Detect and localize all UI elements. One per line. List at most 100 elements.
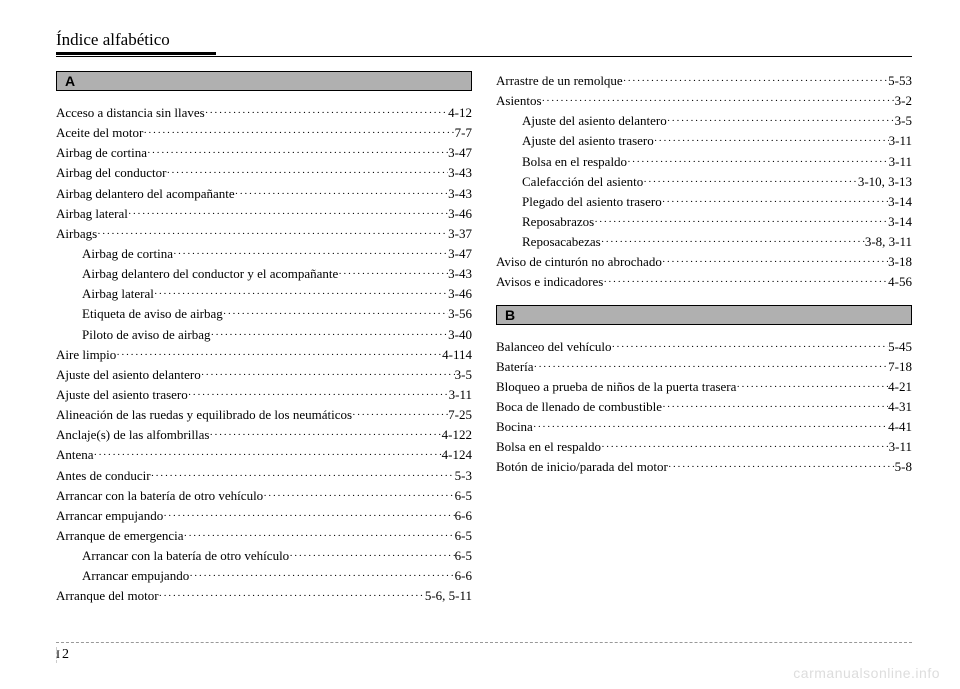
index-entry: Etiqueta de aviso de airbag ············… xyxy=(56,304,472,324)
entry-page: 3-43 xyxy=(448,184,472,204)
entry-leaders: ········································… xyxy=(166,165,448,182)
index-entry: Airbag delantero del conductor y el acom… xyxy=(56,264,472,284)
entry-leaders: ········································… xyxy=(542,93,895,110)
entry-page: 4-21 xyxy=(888,377,912,397)
entry-label: Airbag de cortina xyxy=(82,244,173,264)
entry-label: Bocina xyxy=(496,417,533,437)
index-entry: Antes de conducir ······················… xyxy=(56,466,472,486)
entry-label: Bolsa en el respaldo xyxy=(522,152,627,172)
index-entry: Airbag de cortina ······················… xyxy=(56,143,472,163)
entry-page: 3-18 xyxy=(888,252,912,272)
entry-leaders: ········································… xyxy=(662,399,888,416)
entry-page: 3-47 xyxy=(448,143,472,163)
entry-leaders: ········································… xyxy=(97,226,448,243)
entry-leaders: ········································… xyxy=(662,254,888,271)
index-entry: Anclaje(s) de las alfombrillas ·········… xyxy=(56,425,472,445)
entry-label: Boca de llenado de combustible xyxy=(496,397,662,417)
entry-page: 6-5 xyxy=(455,546,472,566)
entry-leaders: ········································… xyxy=(205,105,448,122)
entry-label: Balanceo del vehículo xyxy=(496,337,612,357)
entry-label: Asientos xyxy=(496,91,542,111)
index-entry: Arrancar con la batería de otro vehículo… xyxy=(56,486,472,506)
entry-label: Airbag del conductor xyxy=(56,163,166,183)
entry-page: 3-11 xyxy=(889,131,912,151)
entry-label: Antes de conducir xyxy=(56,466,151,486)
entry-page: 7-25 xyxy=(448,405,472,425)
index-entry: Calefacción del asiento ················… xyxy=(496,172,912,192)
title-underline xyxy=(56,52,216,55)
entry-page: 5-3 xyxy=(455,466,472,486)
index-entry: Reposacabezas ··························… xyxy=(496,232,912,252)
entry-label: Antena xyxy=(56,445,94,465)
entry-leaders: ········································… xyxy=(151,468,455,485)
page-number: 2 xyxy=(62,647,69,663)
entry-leaders: ········································… xyxy=(163,508,454,525)
entry-label: Airbags xyxy=(56,224,97,244)
entry-page: 4-41 xyxy=(888,417,912,437)
entry-leaders: ········································… xyxy=(612,339,889,356)
entry-page: 4-12 xyxy=(448,103,472,123)
index-entry: Aceite del motor ·······················… xyxy=(56,123,472,143)
entry-leaders: ········································… xyxy=(189,568,454,585)
index-entry: Reposabrazos ···························… xyxy=(496,212,912,232)
entry-label: Arrancar empujando xyxy=(82,566,189,586)
left-column: AAcceso a distancia sin llaves ·········… xyxy=(56,71,472,607)
index-entry: Alineación de las ruedas y equilibrado d… xyxy=(56,405,472,425)
index-entry: Bloqueo a prueba de niños de la puerta t… xyxy=(496,377,912,397)
entry-leaders: ········································… xyxy=(627,154,889,171)
page-title: Índice alfabético xyxy=(56,30,170,50)
entry-page: 3-11 xyxy=(889,152,912,172)
entry-label: Reposacabezas xyxy=(522,232,601,252)
index-entry: Ajuste del asiento delantero ···········… xyxy=(56,365,472,385)
entry-leaders: ········································… xyxy=(188,387,449,404)
entry-page: 3-40 xyxy=(448,325,472,345)
index-entry: Boca de llenado de combustible ·········… xyxy=(496,397,912,417)
entry-page: 6-6 xyxy=(455,506,472,526)
index-entry: Antena ·································… xyxy=(56,445,472,465)
index-entry: Balanceo del vehículo ··················… xyxy=(496,337,912,357)
letter-heading-a: A xyxy=(56,71,472,91)
entry-page: 5-53 xyxy=(888,71,912,91)
entry-page: 5-45 xyxy=(888,337,912,357)
entry-page: 3-37 xyxy=(448,224,472,244)
entry-page: 4-31 xyxy=(888,397,912,417)
index-entry: Botón de inicio/parada del motor ·······… xyxy=(496,457,912,477)
entry-label: Botón de inicio/parada del motor xyxy=(496,457,668,477)
entry-leaders: ········································… xyxy=(223,306,448,323)
index-entry: Ajuste del asiento trasero ·············… xyxy=(496,131,912,151)
footer-rule xyxy=(56,642,912,643)
entry-label: Airbag delantero del acompañante xyxy=(56,184,235,204)
entry-page: 4-56 xyxy=(888,272,912,292)
index-entry: Airbag delantero del acompañante ·······… xyxy=(56,184,472,204)
entry-label: Avisos e indicadores xyxy=(496,272,603,292)
entry-leaders: ········································… xyxy=(159,588,425,605)
entry-label: Ajuste del asiento trasero xyxy=(522,131,654,151)
entry-page: 3-11 xyxy=(449,385,472,405)
entry-page: 3-5 xyxy=(455,365,472,385)
index-entry: Airbag de cortina ······················… xyxy=(56,244,472,264)
entry-leaders: ········································… xyxy=(643,174,858,191)
entry-page: 3-43 xyxy=(448,163,472,183)
entry-leaders: ········································… xyxy=(128,206,448,223)
index-entry: Piloto de aviso de airbag ··············… xyxy=(56,325,472,345)
entry-leaders: ········································… xyxy=(736,379,888,396)
entry-page: 3-47 xyxy=(448,244,472,264)
index-entry: Bolsa en el respaldo ···················… xyxy=(496,437,912,457)
entry-page: 3-14 xyxy=(888,212,912,232)
entry-label: Airbag lateral xyxy=(82,284,154,304)
entry-label: Anclaje(s) de las alfombrillas xyxy=(56,425,209,445)
entry-leaders: ········································… xyxy=(352,407,448,424)
entry-leaders: ········································… xyxy=(594,214,888,231)
entry-page: 5-6, 5-11 xyxy=(425,586,472,606)
footer: I 2 xyxy=(56,642,912,663)
index-entry: Ajuste del asiento trasero ·············… xyxy=(56,385,472,405)
entry-leaders: ········································… xyxy=(601,234,865,251)
entry-leaders: ········································… xyxy=(667,113,895,130)
index-entry: Arrancar empujando ·····················… xyxy=(56,506,472,526)
entry-label: Arranque de emergencia xyxy=(56,526,184,546)
entry-leaders: ········································… xyxy=(263,488,454,505)
entry-label: Etiqueta de aviso de airbag xyxy=(82,304,223,324)
entry-label: Airbag lateral xyxy=(56,204,128,224)
entry-leaders: ········································… xyxy=(338,266,448,283)
entry-leaders: ········································… xyxy=(209,427,441,444)
